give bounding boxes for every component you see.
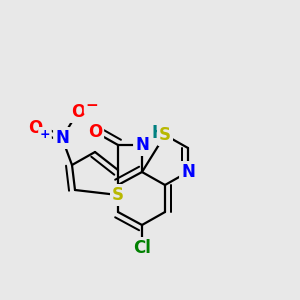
Text: S: S xyxy=(112,186,124,204)
Text: O: O xyxy=(71,103,85,121)
Text: −: − xyxy=(85,98,98,112)
Text: H: H xyxy=(151,124,165,142)
Text: Cl: Cl xyxy=(133,239,151,257)
Text: O: O xyxy=(28,119,42,137)
Text: N: N xyxy=(181,163,195,181)
Text: O: O xyxy=(88,123,102,141)
Text: N: N xyxy=(135,136,149,154)
Text: +: + xyxy=(40,128,50,142)
Text: S: S xyxy=(159,126,171,144)
Text: N: N xyxy=(55,129,69,147)
